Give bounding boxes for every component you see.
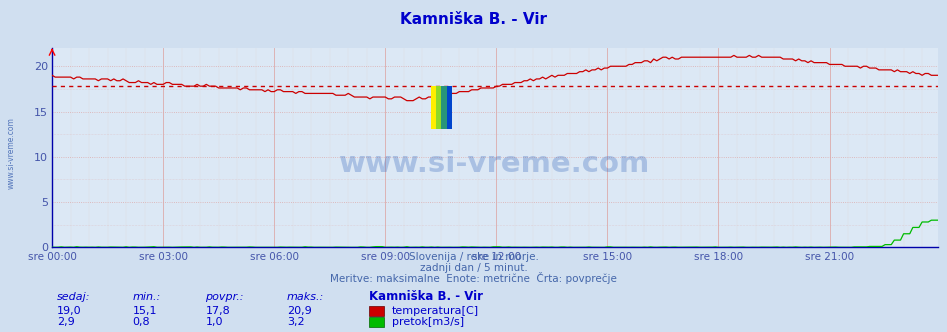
- Text: 15,1: 15,1: [133, 306, 157, 316]
- Text: Kamniška B. - Vir: Kamniška B. - Vir: [400, 12, 547, 27]
- Text: temperatura[C]: temperatura[C]: [392, 306, 479, 316]
- Text: 3,2: 3,2: [287, 317, 305, 327]
- Text: Slovenija / reke in morje.: Slovenija / reke in morje.: [408, 252, 539, 262]
- Text: www.si-vreme.com: www.si-vreme.com: [339, 150, 651, 178]
- Text: 0,8: 0,8: [133, 317, 151, 327]
- Text: pretok[m3/s]: pretok[m3/s]: [392, 317, 464, 327]
- Text: 20,9: 20,9: [287, 306, 312, 316]
- Text: Kamniška B. - Vir: Kamniška B. - Vir: [369, 290, 483, 303]
- Text: 1,0: 1,0: [205, 317, 223, 327]
- Text: povpr.:: povpr.:: [205, 292, 244, 302]
- Text: 17,8: 17,8: [205, 306, 230, 316]
- Text: 19,0: 19,0: [57, 306, 81, 316]
- Text: sedaj:: sedaj:: [57, 292, 90, 302]
- Text: maks.:: maks.:: [287, 292, 324, 302]
- Text: min.:: min.:: [133, 292, 161, 302]
- Text: zadnji dan / 5 minut.: zadnji dan / 5 minut.: [420, 263, 527, 273]
- Text: Meritve: maksimalne  Enote: metrične  Črta: povprečje: Meritve: maksimalne Enote: metrične Črta…: [331, 272, 616, 284]
- Text: 2,9: 2,9: [57, 317, 75, 327]
- Text: www.si-vreme.com: www.si-vreme.com: [7, 117, 16, 189]
